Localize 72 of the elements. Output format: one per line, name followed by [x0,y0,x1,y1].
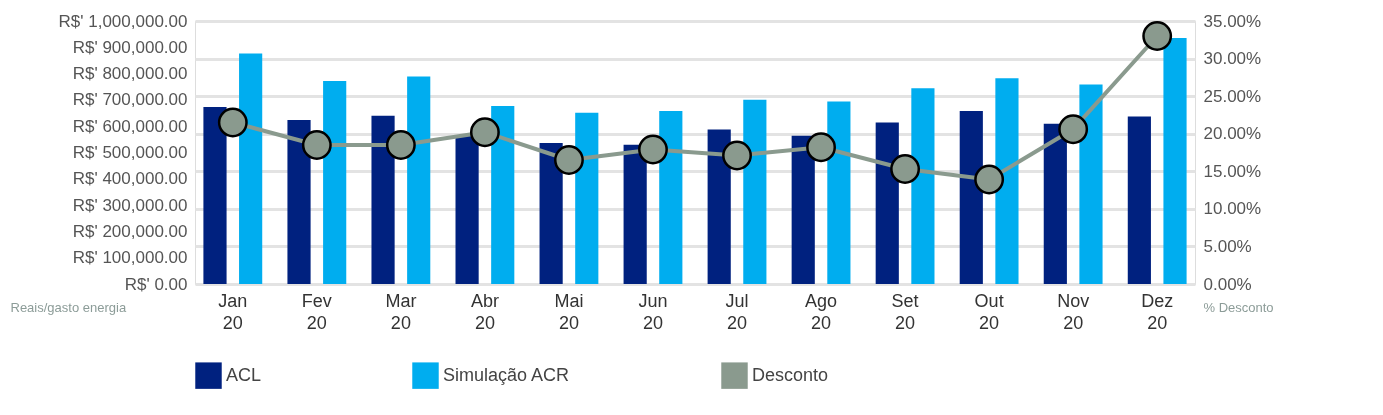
bar [995,78,1019,284]
legend-label: Simulação ACR [443,364,570,385]
y-tick-label: R$' 100,000.00 [72,248,188,268]
bar [875,122,899,284]
bar [371,115,395,284]
bar [743,99,767,284]
x-tick-label: Out 20 [974,290,1004,333]
bar [827,101,851,284]
x-tick-label: Ago 20 [805,290,838,333]
point [301,130,332,160]
bar [239,53,263,284]
x-tick-label: Nov 20 [1057,290,1090,333]
bar [539,143,563,284]
bar [959,110,983,284]
y-tick-label: R$' 800,000.00 [72,64,188,84]
y2-tick-label: 35.00% [1203,11,1262,31]
y-tick-label: R$' 0.00 [124,274,188,294]
x-tick-label: Jan 20 [218,290,248,333]
point [469,117,500,148]
y2-tick-label: 15.00% [1203,161,1262,181]
point [722,140,752,171]
bar [659,110,683,284]
x-tick-label: Abr 20 [470,290,499,333]
y-tick-label: R$' 700,000.00 [72,90,188,110]
point [1142,21,1173,51]
bar [623,144,647,284]
point [806,132,836,163]
y2-tick-label: 25.00% [1203,86,1262,106]
x-tick-label: Set 20 [891,290,919,333]
x-tick-label: Fev 20 [301,290,332,333]
bar [911,88,935,284]
x-tick-label: Jun 20 [638,290,668,333]
bar [407,76,431,284]
bar [575,112,599,284]
y-axis-title: Reais/gasto energia [10,299,127,315]
y2-axis-title: % Desconto [1203,299,1274,315]
point [554,145,584,175]
legend-label: ACL [226,364,262,385]
bar [323,80,347,284]
y-tick-label: R$' 600,000.00 [72,116,188,136]
bar [287,119,311,284]
bar [791,135,815,284]
legend-label: Desconto [752,364,829,385]
x-tick-label: Mai 20 [554,290,584,333]
bar [1127,116,1151,284]
y2-tick-label: 30.00% [1203,49,1262,69]
y-tick-label: R$' 900,000.00 [72,37,188,57]
bar [1163,38,1187,284]
y-tick-label: R$' 1,000,000.00 [58,11,188,31]
point [385,130,416,160]
y-tick-label: R$' 500,000.00 [72,143,188,162]
point [974,164,1005,195]
bar [1043,123,1067,284]
y2-tick-label: 5.00% [1203,236,1252,256]
x-tick-label: Dez 20 [1141,290,1174,333]
y-tick-label: R$' 400,000.00 [72,169,188,189]
y2-tick-label: 10.00% [1203,199,1262,219]
point [1058,114,1089,145]
point [890,154,921,184]
y-tick-label: R$' 300,000.00 [72,195,188,215]
y2-tick-label: 20.00% [1203,124,1262,144]
bar [491,105,515,284]
bar [455,135,479,284]
y2-tick-label: 0.00% [1203,274,1252,294]
bar [707,129,731,284]
x-tick-label: Jul 20 [725,290,749,333]
bar [1079,84,1103,284]
point [217,107,248,138]
y-tick-label: R$' 200,000.00 [72,221,188,241]
x-tick-label: Mar 20 [385,290,417,333]
bar [203,107,227,284]
point [638,134,668,165]
